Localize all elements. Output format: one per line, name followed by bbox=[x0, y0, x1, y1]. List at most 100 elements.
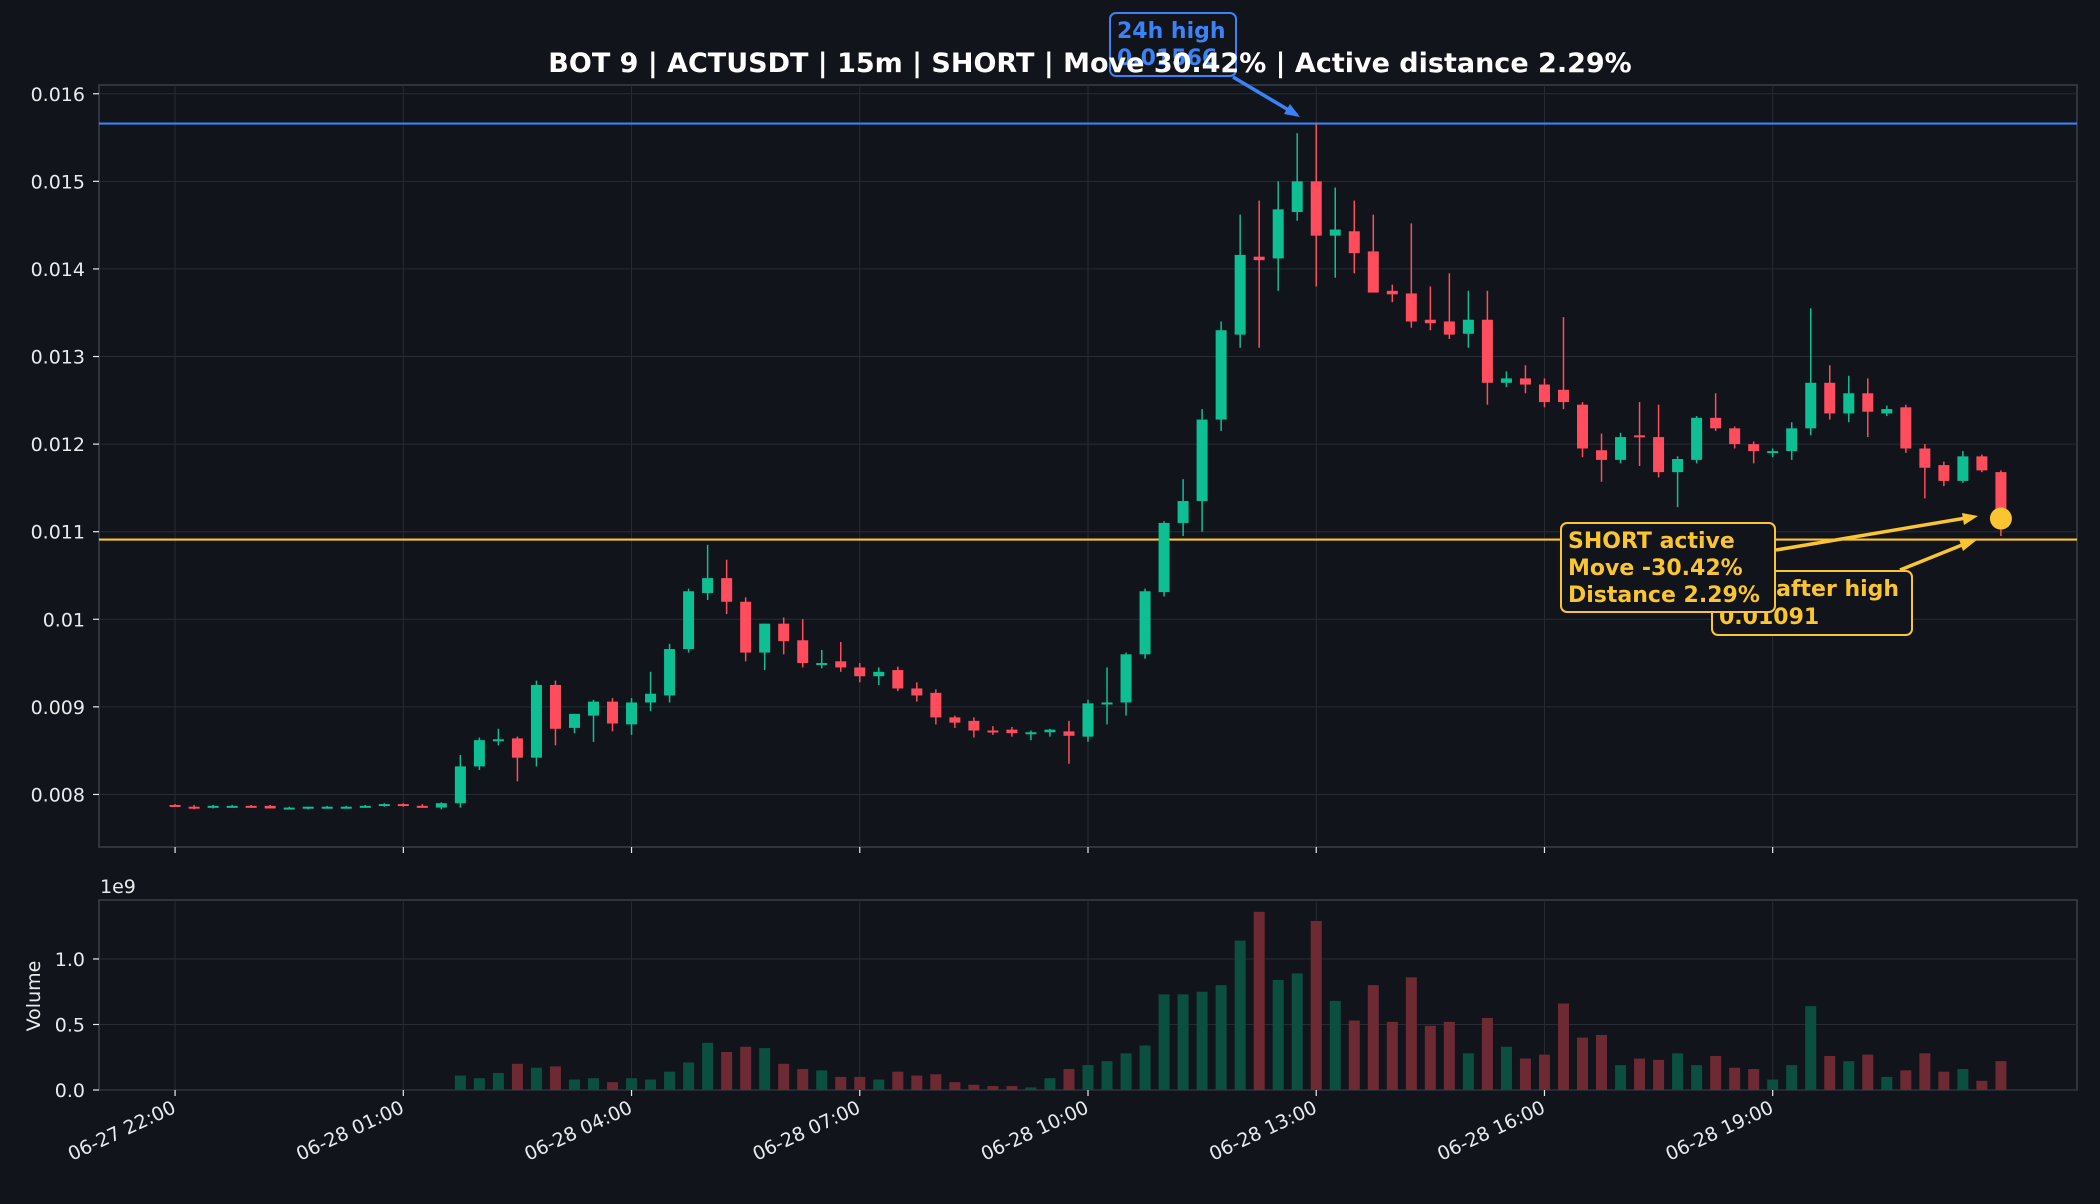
volume-bar bbox=[1938, 1071, 1950, 1090]
candle-body bbox=[854, 667, 866, 677]
candle-body bbox=[1557, 389, 1569, 403]
volume-bar bbox=[1367, 985, 1379, 1090]
volume-bar bbox=[1272, 979, 1284, 1090]
volume-bar bbox=[911, 1075, 923, 1090]
price-y-tick-label: 0.012 bbox=[31, 434, 85, 456]
candle-body bbox=[626, 702, 638, 725]
volume-bar bbox=[511, 1063, 523, 1090]
candle-body bbox=[378, 804, 390, 807]
markers bbox=[1989, 507, 2012, 530]
volume-bar bbox=[1253, 911, 1265, 1090]
candle-body bbox=[664, 649, 676, 696]
volume-bar bbox=[1672, 1053, 1684, 1090]
candle-body bbox=[683, 591, 695, 650]
candle-body bbox=[1424, 319, 1436, 324]
volume-bar bbox=[1006, 1086, 1018, 1090]
candle-body bbox=[1329, 229, 1341, 236]
candle-body bbox=[1234, 254, 1246, 335]
candle-body bbox=[1101, 702, 1113, 705]
volume-bar bbox=[1557, 1003, 1569, 1090]
candle-body bbox=[1938, 465, 1950, 481]
volume-bar bbox=[873, 1079, 885, 1090]
candle-body bbox=[283, 807, 295, 810]
candle-body bbox=[873, 671, 885, 677]
candle-body bbox=[511, 738, 523, 758]
candle-body bbox=[321, 806, 333, 809]
chart-title: BOT 9 | ACTUSDT | 15m | SHORT | Move 30.… bbox=[548, 48, 1631, 79]
candle-body bbox=[892, 670, 904, 689]
volume-y-axis: 0.0 0.5 1.0 bbox=[55, 949, 99, 1102]
candle-body bbox=[645, 693, 657, 703]
candle-body bbox=[797, 640, 809, 664]
candle-body bbox=[1976, 456, 1988, 471]
candle-body bbox=[302, 806, 314, 809]
price-panel: 0.008 0.009 0.01 0.011 0.012 0.013 0.014 0.015 0… bbox=[31, 84, 2078, 848]
volume-bar bbox=[1995, 1061, 2007, 1090]
candle-body bbox=[1177, 501, 1189, 523]
volume-bar bbox=[1862, 1054, 1874, 1090]
volume-bar bbox=[1310, 920, 1322, 1090]
volume-bar bbox=[1710, 1055, 1722, 1090]
volume-bar bbox=[1025, 1087, 1037, 1090]
volume-bar bbox=[740, 1046, 752, 1090]
volume-bar bbox=[1348, 1020, 1360, 1090]
candle-body bbox=[1481, 319, 1493, 383]
candle-body bbox=[1653, 437, 1665, 473]
candle-body bbox=[1462, 319, 1474, 334]
candle-body bbox=[207, 805, 219, 808]
volume-bar bbox=[1291, 973, 1303, 1090]
candle-body bbox=[759, 623, 771, 653]
candle-body bbox=[1348, 231, 1360, 254]
candle-body bbox=[530, 684, 542, 758]
volume-bar bbox=[683, 1062, 695, 1090]
candle-body bbox=[1710, 417, 1722, 429]
candle-body bbox=[435, 803, 447, 808]
candle-body bbox=[588, 701, 599, 716]
candle-body bbox=[1805, 382, 1817, 429]
candle-body bbox=[740, 601, 752, 653]
volume-bar bbox=[1748, 1069, 1760, 1090]
price-y-axis: 0.008 0.009 0.01 0.011 0.012 0.013 0.014 0.015 0… bbox=[31, 84, 99, 806]
candle-body bbox=[492, 739, 504, 742]
price-y-tick-label: 0.015 bbox=[31, 171, 85, 193]
volume-axis-label: Volume bbox=[23, 961, 45, 1032]
volume-bar bbox=[1919, 1053, 1931, 1090]
candle-body bbox=[1443, 321, 1455, 335]
price-y-tick-label: 0.01 bbox=[43, 609, 85, 631]
candle-body bbox=[226, 805, 238, 808]
volume-y-tick-label: 0.5 bbox=[55, 1014, 85, 1036]
candle-body bbox=[1538, 384, 1550, 403]
volume-bars bbox=[454, 911, 2007, 1090]
volume-bar bbox=[816, 1070, 828, 1090]
low-arrow-line bbox=[1899, 541, 1968, 572]
candle-body bbox=[1215, 330, 1227, 420]
candle-body bbox=[1120, 654, 1132, 703]
candle-body bbox=[816, 663, 828, 666]
volume-bar bbox=[1443, 1021, 1455, 1090]
candle-body bbox=[454, 766, 466, 804]
low-arrow-head bbox=[1959, 539, 1978, 551]
volume-bar bbox=[1824, 1055, 1836, 1090]
volume-bar bbox=[1786, 1065, 1798, 1090]
candle-body bbox=[1843, 393, 1855, 414]
candle-body bbox=[1824, 382, 1836, 414]
volume-bar bbox=[549, 1066, 561, 1090]
volume-bar bbox=[454, 1075, 466, 1090]
candle-body bbox=[1082, 703, 1094, 737]
volume-bar bbox=[1120, 1053, 1132, 1090]
candle-body bbox=[549, 684, 561, 729]
short-arrow-line bbox=[1775, 516, 1967, 552]
volume-bar bbox=[854, 1076, 866, 1090]
candle-body bbox=[1615, 437, 1627, 460]
volume-bar bbox=[1976, 1080, 1988, 1090]
volume-bar bbox=[626, 1078, 638, 1090]
volume-bar bbox=[1424, 1025, 1436, 1090]
candle-body bbox=[568, 713, 580, 728]
candle-body bbox=[1729, 428, 1741, 445]
high-annotation-label: 24h high bbox=[1117, 19, 1226, 44]
candle-body bbox=[188, 806, 200, 809]
candle-body bbox=[1500, 378, 1512, 383]
candle-body bbox=[1748, 444, 1760, 452]
